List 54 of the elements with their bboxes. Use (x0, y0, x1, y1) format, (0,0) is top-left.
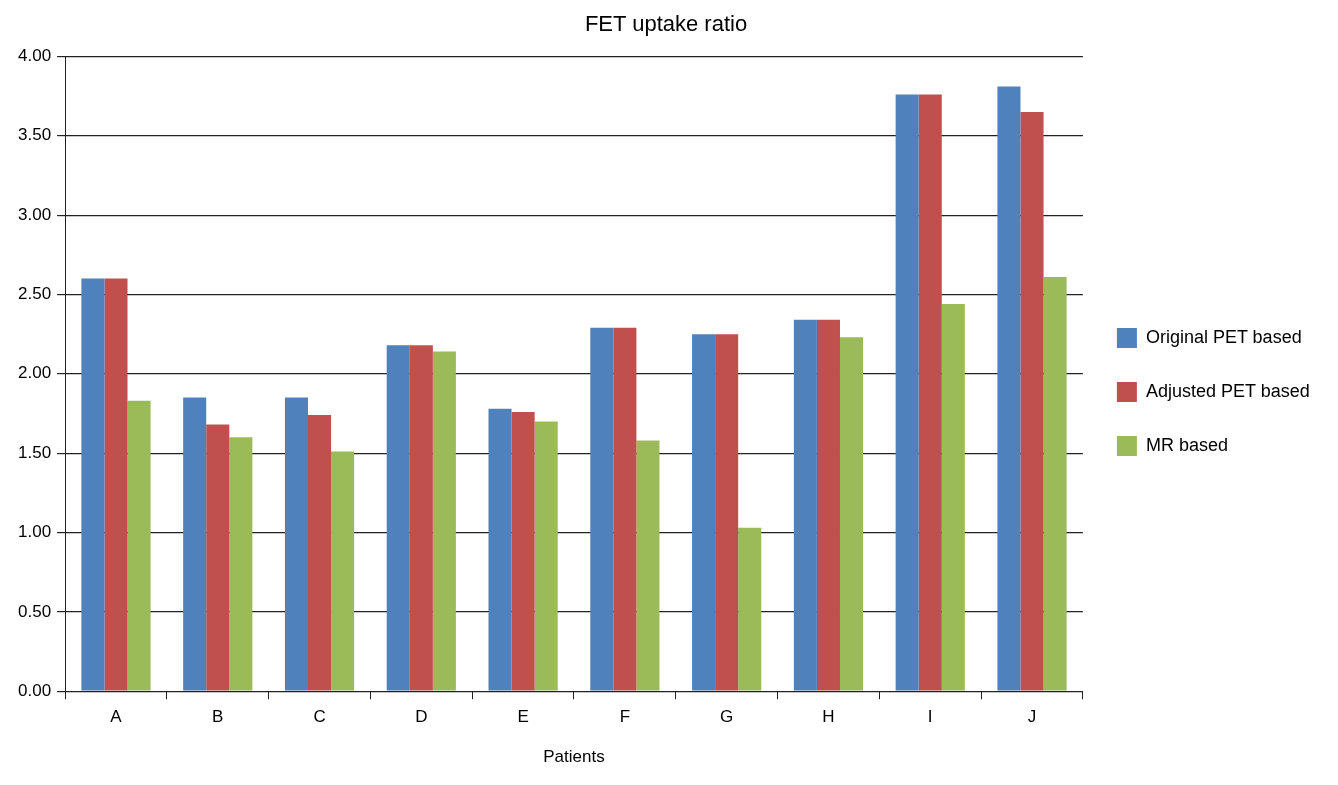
bar (636, 440, 660, 691)
bar (127, 400, 151, 691)
legend-label: Original PET based (1145, 326, 1302, 347)
bar (1043, 276, 1067, 691)
x-tick-label: I (927, 707, 933, 727)
bar (895, 94, 919, 691)
bar (409, 345, 433, 691)
bar (432, 351, 456, 691)
bar (1020, 111, 1044, 691)
bar (692, 334, 716, 691)
bar (534, 421, 558, 691)
bar (511, 411, 535, 691)
x-tick-label: D (415, 707, 428, 727)
bar (81, 278, 105, 691)
bar (229, 437, 253, 691)
chart-title: FET uptake ratio (584, 11, 748, 37)
bar (308, 415, 332, 691)
y-tick-label: 1.50 (17, 442, 52, 462)
y-tick-label: 2.50 (17, 284, 52, 304)
y-tick-label: 3.50 (17, 125, 52, 145)
bar (918, 94, 942, 691)
x-tick-label: F (619, 707, 631, 727)
bar (284, 397, 309, 691)
x-tick-label: J (1027, 707, 1037, 727)
y-tick-label: 2.00 (17, 363, 52, 383)
x-tick-label: G (720, 707, 734, 727)
bar (613, 327, 637, 691)
y-tick-label: 3.00 (17, 204, 52, 224)
x-tick-label: B (212, 707, 224, 727)
bar (386, 345, 410, 691)
x-tick-label: E (517, 707, 529, 727)
bar (941, 303, 965, 691)
bar (206, 424, 230, 691)
bar (839, 337, 864, 691)
bar (816, 319, 840, 691)
bar (331, 451, 355, 691)
legend-label: Adjusted PET based (1145, 380, 1310, 401)
x-tick-label: A (110, 707, 123, 727)
bar (183, 397, 207, 691)
x-tick-label: H (822, 707, 835, 727)
bar (715, 334, 739, 691)
bar (104, 278, 128, 691)
bar (488, 408, 512, 691)
y-tick-label: 4.00 (17, 46, 52, 66)
bar (590, 327, 614, 691)
x-axis-title: Patients (543, 747, 605, 767)
bar (793, 319, 817, 691)
y-tick-label: 1.00 (17, 522, 52, 542)
legend-label: MR based (1145, 434, 1228, 455)
y-tick-label: 0.00 (17, 680, 52, 700)
bar (997, 86, 1021, 691)
x-tick-label: C (313, 707, 326, 727)
bar (738, 527, 762, 691)
y-tick-label: 0.50 (17, 601, 52, 621)
